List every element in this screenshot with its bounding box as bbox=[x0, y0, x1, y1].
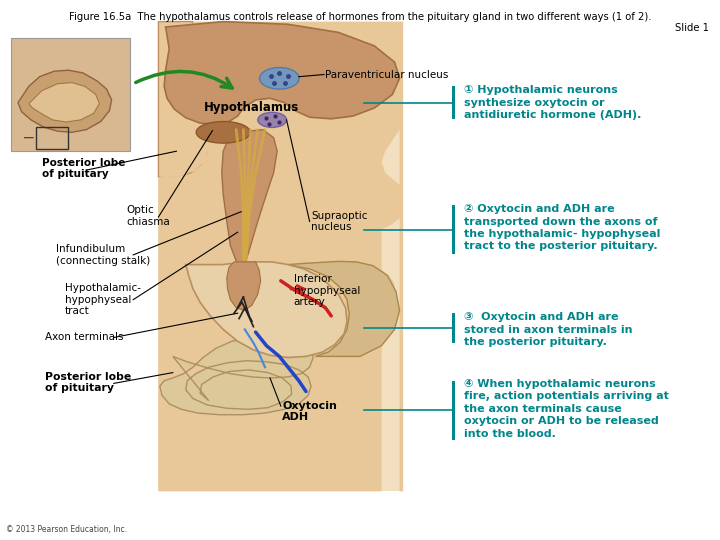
Text: ② Oxytocin and ADH are
transported down the axons of
the hypothalamic- hypophyse: ② Oxytocin and ADH are transported down … bbox=[464, 204, 661, 252]
Text: ④ When hypothalamic neurons
fire, action potentials arriving at
the axon termina: ④ When hypothalamic neurons fire, action… bbox=[464, 379, 670, 438]
Text: Infundibulum
(connecting stalk): Infundibulum (connecting stalk) bbox=[56, 244, 150, 266]
Text: Slide 1: Slide 1 bbox=[675, 23, 709, 33]
Text: ③  Oxytocin and ADH are
stored in axon terminals in
the posterior pituitary.: ③ Oxytocin and ADH are stored in axon te… bbox=[464, 312, 633, 347]
Polygon shape bbox=[158, 22, 209, 178]
Text: ① Hypothalamic neurons
synthesize oxytocin or
antidiuretic hormone (ADH).: ① Hypothalamic neurons synthesize oxytoc… bbox=[464, 85, 642, 120]
Polygon shape bbox=[227, 262, 261, 310]
Polygon shape bbox=[222, 130, 277, 265]
Bar bbox=[452, 381, 455, 440]
Text: Figure 16.5a  The hypothalamus controls release of hormones from the pituitary g: Figure 16.5a The hypothalamus controls r… bbox=[68, 12, 652, 22]
Polygon shape bbox=[160, 336, 313, 415]
Polygon shape bbox=[158, 22, 403, 491]
Bar bbox=[452, 205, 455, 254]
Text: Hypothalamic-
hypophyseal
tract: Hypothalamic- hypophyseal tract bbox=[65, 283, 141, 316]
Polygon shape bbox=[158, 22, 403, 491]
Text: Hypothalamus: Hypothalamus bbox=[204, 102, 300, 114]
Text: Supraoptic
nucleus: Supraoptic nucleus bbox=[311, 211, 367, 232]
Bar bbox=[452, 86, 455, 119]
Text: Inferior
hypophyseal
artery: Inferior hypophyseal artery bbox=[294, 274, 360, 307]
Polygon shape bbox=[29, 83, 99, 122]
Polygon shape bbox=[186, 262, 347, 357]
Text: Axon terminals: Axon terminals bbox=[45, 333, 123, 342]
Text: Posterior lobe
of pituitary: Posterior lobe of pituitary bbox=[42, 158, 125, 179]
Text: Oxytocin
ADH: Oxytocin ADH bbox=[282, 401, 337, 422]
Bar bbox=[452, 313, 455, 343]
Ellipse shape bbox=[196, 122, 251, 143]
Ellipse shape bbox=[258, 112, 287, 127]
Polygon shape bbox=[18, 70, 112, 132]
Text: Paraventricular nucleus: Paraventricular nucleus bbox=[325, 70, 449, 79]
Ellipse shape bbox=[260, 68, 300, 89]
Text: © 2013 Pearson Education, Inc.: © 2013 Pearson Education, Inc. bbox=[6, 524, 127, 534]
FancyBboxPatch shape bbox=[11, 38, 130, 151]
Text: Posterior lobe
of pituitary: Posterior lobe of pituitary bbox=[45, 372, 131, 393]
Polygon shape bbox=[164, 22, 400, 124]
Polygon shape bbox=[288, 261, 400, 356]
Text: Optic
chiasma: Optic chiasma bbox=[126, 205, 170, 227]
